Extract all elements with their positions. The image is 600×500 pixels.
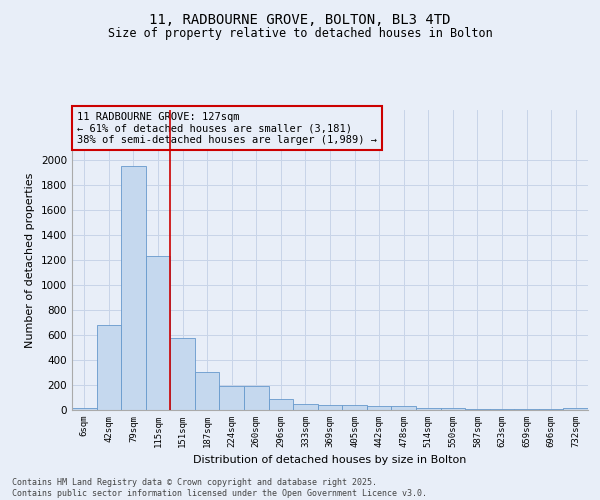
Bar — [342, 405, 367, 410]
Text: 11 RADBOURNE GROVE: 127sqm
← 61% of detached houses are smaller (3,181)
38% of s: 11 RADBOURNE GROVE: 127sqm ← 61% of deta… — [77, 112, 377, 144]
Bar — [416, 408, 440, 410]
Bar — [170, 338, 195, 410]
Bar — [269, 400, 293, 410]
Bar — [391, 406, 416, 410]
Bar — [72, 408, 97, 410]
Bar — [121, 166, 146, 410]
Bar — [465, 409, 490, 410]
Bar — [318, 405, 342, 410]
Bar — [293, 404, 318, 410]
Text: Contains HM Land Registry data © Crown copyright and database right 2025.
Contai: Contains HM Land Registry data © Crown c… — [12, 478, 427, 498]
Bar — [440, 408, 465, 410]
Bar — [244, 386, 269, 410]
Text: 11, RADBOURNE GROVE, BOLTON, BL3 4TD: 11, RADBOURNE GROVE, BOLTON, BL3 4TD — [149, 12, 451, 26]
Bar — [220, 386, 244, 410]
Bar — [195, 372, 220, 410]
Bar — [97, 325, 121, 410]
X-axis label: Distribution of detached houses by size in Bolton: Distribution of detached houses by size … — [193, 456, 467, 466]
Text: Size of property relative to detached houses in Bolton: Size of property relative to detached ho… — [107, 28, 493, 40]
Bar — [367, 406, 391, 410]
Bar — [146, 256, 170, 410]
Bar — [563, 408, 588, 410]
Y-axis label: Number of detached properties: Number of detached properties — [25, 172, 35, 348]
